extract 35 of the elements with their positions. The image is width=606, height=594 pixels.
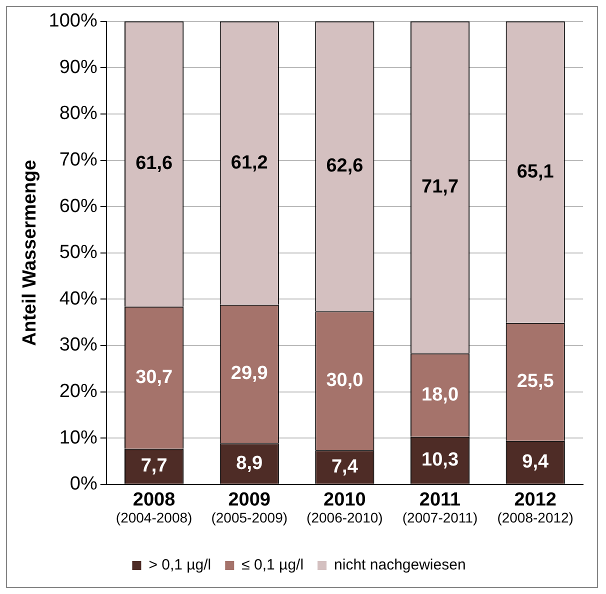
data-label: 29,9	[230, 363, 268, 384]
y-tick-label: 70%	[59, 150, 98, 171]
x-tick-label: 2010 (2006-2010)	[306, 490, 383, 526]
data-label: 10,3	[422, 450, 459, 471]
data-label: 9,4	[522, 452, 549, 473]
y-tick-label: 80%	[59, 103, 98, 124]
legend-label: > 0,1 µg/l	[148, 556, 212, 574]
y-tick-label: 90%	[59, 56, 98, 78]
y-tick-label: 40%	[59, 288, 98, 310]
y-tick-label: 0%	[70, 474, 98, 495]
data-label: 61,6	[136, 153, 173, 174]
y-tick-label: 50%	[59, 242, 98, 264]
data-label: 18,0	[422, 384, 459, 406]
y-tick-label: 100%	[48, 10, 98, 32]
x-tick-label: 2011 (2007-2011)	[402, 490, 478, 526]
data-label: 25,5	[516, 371, 554, 392]
data-label: 62,6	[326, 156, 364, 177]
legend-label: ≤ 0,1 µg/l	[242, 556, 304, 574]
y-axis-title: Anteil Wassermenge	[20, 160, 41, 346]
data-label: 7,7	[140, 456, 168, 477]
x-tick-label: 2008 (2004-2008)	[116, 490, 192, 526]
y-tick-label: 20%	[59, 381, 98, 402]
x-tick-label: 2012 (2008-2012)	[497, 490, 574, 526]
data-label: 30,7	[136, 366, 173, 388]
data-label: 71,7	[422, 176, 459, 198]
y-tick-label: 10%	[59, 427, 98, 448]
data-label: 7,4	[331, 456, 358, 478]
data-label: 65,1	[516, 161, 554, 182]
y-tick-label: 30%	[59, 334, 98, 356]
x-tick-label: 2009 (2005-2009)	[211, 490, 288, 526]
legend-label: nicht nachgewiesen	[334, 556, 466, 574]
data-label: 61,2	[230, 152, 268, 174]
y-tick-label: 60%	[59, 196, 98, 217]
data-label: 8,9	[236, 452, 263, 474]
data-label: 30,0	[326, 370, 364, 391]
